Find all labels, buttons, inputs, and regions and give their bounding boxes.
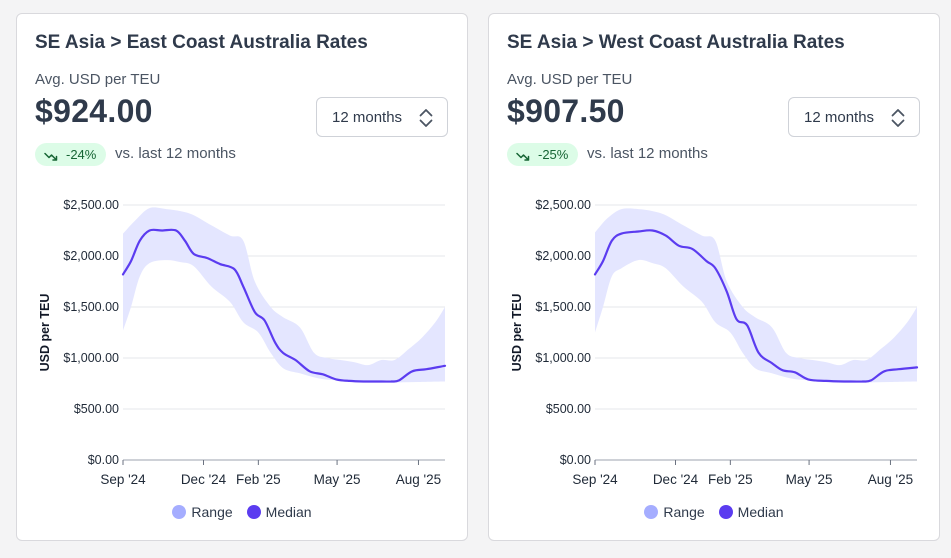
rates-card-west-coast: SE Asia > West Coast Australia Rates Avg… [488,13,940,541]
change-percent: -24% [66,147,97,162]
range-band [595,208,917,383]
chart-legend: Range Median [489,504,939,520]
period-select-value: 12 months [804,109,875,126]
comparison-text: vs. last 12 months [115,145,236,162]
change-badge: -25% [507,143,578,166]
y-tick-label: $500.00 [546,402,591,416]
change-badge: -24% [35,143,106,166]
rates-chart: $0.00 $500.00 $1,000.00 $1,500.00 $2,000.00 $… [510,198,919,487]
legend-label-median: Median [265,504,312,520]
x-tick-label: Feb '25 [708,472,753,487]
x-tick-label: Sep '24 [100,472,146,487]
y-tick-label: $1,000.00 [63,351,119,365]
y-tick-label: $2,500.00 [535,198,591,212]
y-tick-label: $1,500.00 [535,300,591,314]
y-tick-label: $1,000.00 [535,351,591,365]
legend-item-range[interactable]: Range [644,504,705,520]
y-tick-label: $0.00 [560,453,591,467]
metric-value: $907.50 [507,93,625,129]
card-title: SE Asia > East Coast Australia Rates [35,32,368,53]
trend-down-icon [516,149,530,167]
x-tick-label: Feb '25 [236,472,281,487]
legend-item-median[interactable]: Median [718,504,784,520]
x-tick-label: Dec '24 [653,472,699,487]
legend-item-range[interactable]: Range [172,504,233,520]
metric-label: Avg. USD per TEU [507,71,633,88]
chevron-up-down-icon [891,108,905,133]
x-tick-label: Aug '25 [868,472,913,487]
legend-swatch-range [172,505,187,519]
legend-label-median: Median [737,504,784,520]
trend-down-icon [44,149,58,167]
card-title: SE Asia > West Coast Australia Rates [507,32,845,53]
y-tick-label: $2,500.00 [63,198,119,212]
median-line [121,228,447,383]
y-tick-label: $0.00 [88,453,119,467]
y-tick-label: $500.00 [74,402,119,416]
legend-swatch-range [644,505,659,519]
legend-swatch-median [718,505,733,519]
metric-label: Avg. USD per TEU [35,71,161,88]
period-select[interactable]: 12 months [788,97,920,137]
metric-value: $924.00 [35,93,153,129]
rates-chart: $0.00 $500.00 $1,000.00 $1,500.00 $2,000.00 $… [38,198,447,487]
legend-label-range: Range [191,504,233,520]
y-tick-label: $2,000.00 [63,249,119,263]
chart-legend: Range Median [17,504,467,520]
period-select-value: 12 months [332,109,403,126]
range-band [123,207,445,383]
y-tick-label: $2,000.00 [535,249,591,263]
change-percent: -25% [538,147,569,162]
legend-label-range: Range [663,504,705,520]
x-tick-label: Sep '24 [572,472,618,487]
period-select[interactable]: 12 months [316,97,448,137]
legend-swatch-median [246,505,261,519]
x-tick-label: Dec '24 [181,472,227,487]
x-tick-label: May '25 [786,472,833,487]
x-tick-label: Aug '25 [396,472,441,487]
y-axis-label: USD per TEU [38,294,52,372]
median-line [593,229,919,383]
y-axis-label: USD per TEU [510,294,524,372]
legend-item-median[interactable]: Median [246,504,312,520]
x-tick-label: May '25 [314,472,361,487]
chevron-up-down-icon [419,108,433,133]
rates-card-east-coast: SE Asia > East Coast Australia Rates Avg… [16,13,468,541]
comparison-text: vs. last 12 months [587,145,708,162]
y-tick-label: $1,500.00 [63,300,119,314]
